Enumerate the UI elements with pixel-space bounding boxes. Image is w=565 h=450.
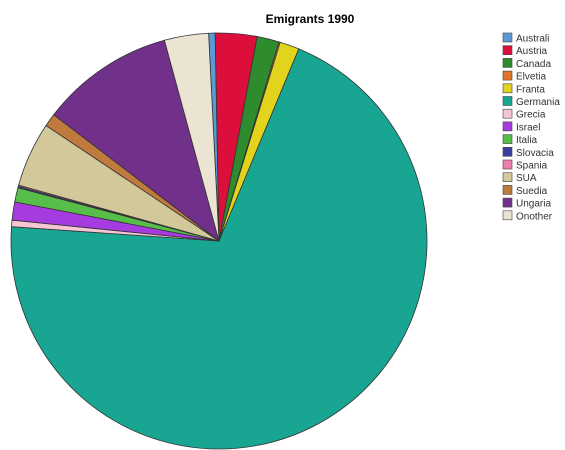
legend-swatch-australi — [502, 32, 513, 43]
legend-label-franta: Franta — [516, 84, 545, 95]
legend-swatch-germania — [502, 96, 513, 106]
legend-swatch-canada — [502, 58, 513, 68]
pie-slices — [10, 32, 428, 450]
legend-label-canada: Canada — [516, 59, 551, 70]
legend-swatch-israel — [502, 121, 513, 132]
legend-label-elvetia: Elvetia — [516, 72, 546, 83]
legend-label-israel: Israel — [516, 122, 540, 133]
legend-label-austria: Austria — [516, 46, 548, 57]
pie-slice-onother — [163, 32, 220, 242]
legend-label-ungaria: Ungaria — [516, 199, 551, 210]
legend-label-sua: SUA — [516, 173, 537, 184]
legend-label-italia: Italia — [516, 135, 538, 146]
legend-label-grecia: Grecia — [516, 110, 546, 121]
legend-swatch-ungaria — [502, 197, 513, 208]
legend-swatch-austria — [502, 45, 513, 56]
legend-swatch-slovacia — [502, 147, 513, 157]
legend-label-onother: Onother — [516, 211, 553, 222]
legend-swatch-sua — [502, 172, 513, 182]
legend-swatch-franta — [502, 83, 513, 94]
legend-swatch-elvetia — [502, 70, 513, 81]
pie-slice-germania — [10, 48, 428, 450]
legend-swatch-spania — [502, 159, 513, 170]
legend-label-slovacia: Slovacia — [516, 148, 554, 159]
legend-label-germania: Germania — [516, 97, 560, 108]
legend-swatch-italia — [502, 134, 513, 144]
legend-label-suedia: Suedia — [516, 186, 548, 197]
legend-swatch-onother — [502, 210, 513, 221]
legend-swatch-grecia — [502, 108, 513, 119]
legend-label-australi: Australi — [516, 34, 549, 45]
legend-swatch-suedia — [502, 185, 513, 195]
legend-label-spania: Spania — [516, 161, 548, 172]
chart-title: Emigrants 1990 — [266, 12, 355, 26]
